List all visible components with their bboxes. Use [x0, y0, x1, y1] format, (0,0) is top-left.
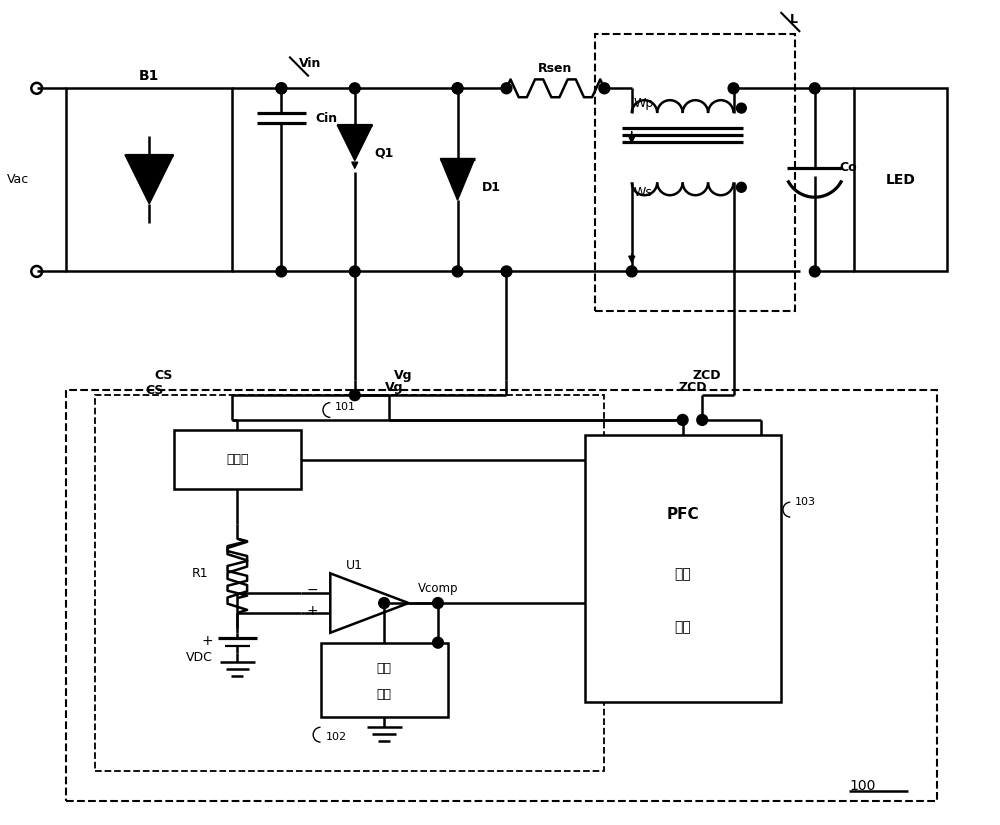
- Text: CS: CS: [154, 369, 173, 382]
- Bar: [321, 643, 448, 717]
- Text: Vcomp: Vcomp: [418, 582, 459, 595]
- Circle shape: [677, 414, 688, 426]
- Text: PFC: PFC: [666, 507, 699, 522]
- Bar: [66, 390, 937, 801]
- Text: 控制: 控制: [674, 567, 691, 581]
- Text: CS: CS: [145, 384, 163, 397]
- Text: 100: 100: [849, 779, 875, 793]
- Text: Vin: Vin: [299, 57, 321, 70]
- Circle shape: [276, 82, 287, 94]
- Bar: [585, 435, 781, 702]
- Bar: [174, 430, 301, 489]
- Text: D1: D1: [482, 181, 501, 194]
- Text: B1: B1: [139, 69, 159, 83]
- Text: Ws: Ws: [634, 186, 653, 199]
- Text: 滤波器: 滤波器: [226, 453, 249, 466]
- Text: Vg: Vg: [394, 369, 412, 382]
- Circle shape: [736, 103, 746, 113]
- Text: L: L: [790, 12, 798, 26]
- Text: 电路: 电路: [674, 620, 691, 634]
- Circle shape: [736, 182, 746, 192]
- Circle shape: [501, 82, 512, 94]
- Text: VDC: VDC: [186, 651, 213, 664]
- Text: ZCD: ZCD: [678, 381, 707, 394]
- Polygon shape: [125, 155, 173, 204]
- Circle shape: [433, 637, 443, 648]
- Circle shape: [501, 266, 512, 277]
- Text: Rsen: Rsen: [538, 62, 573, 75]
- Polygon shape: [337, 125, 372, 161]
- Circle shape: [452, 82, 463, 94]
- Circle shape: [809, 82, 820, 94]
- Circle shape: [379, 597, 390, 609]
- Bar: [854, 88, 947, 271]
- Circle shape: [452, 266, 463, 277]
- Text: Wp: Wp: [633, 97, 654, 110]
- Bar: [595, 34, 795, 311]
- Text: Co: Co: [839, 161, 857, 174]
- Text: Q1: Q1: [374, 146, 394, 159]
- Circle shape: [349, 389, 360, 401]
- Text: LED: LED: [885, 173, 915, 187]
- Circle shape: [276, 266, 287, 277]
- Text: Vg: Vg: [385, 381, 403, 394]
- Text: ZCD: ZCD: [692, 369, 721, 382]
- Circle shape: [433, 597, 443, 609]
- Circle shape: [626, 266, 637, 277]
- Text: R1: R1: [191, 567, 208, 580]
- Text: 网络: 网络: [377, 688, 392, 701]
- Text: 102: 102: [325, 732, 347, 742]
- Circle shape: [599, 82, 610, 94]
- Circle shape: [697, 414, 708, 426]
- Text: U1: U1: [346, 559, 363, 572]
- Bar: [95, 395, 604, 771]
- Circle shape: [276, 82, 287, 94]
- Text: 补偿: 补偿: [377, 662, 392, 675]
- Circle shape: [452, 82, 463, 94]
- Text: +: +: [307, 604, 319, 618]
- Polygon shape: [440, 158, 475, 200]
- Bar: [66, 88, 232, 271]
- Circle shape: [809, 266, 820, 277]
- Text: 101: 101: [335, 402, 356, 412]
- Text: Vac: Vac: [7, 173, 29, 186]
- Circle shape: [349, 266, 360, 277]
- Text: Cin: Cin: [316, 111, 338, 125]
- Text: +: +: [201, 634, 213, 648]
- Text: 103: 103: [795, 497, 816, 507]
- Circle shape: [728, 82, 739, 94]
- Text: −: −: [307, 583, 319, 597]
- Circle shape: [349, 82, 360, 94]
